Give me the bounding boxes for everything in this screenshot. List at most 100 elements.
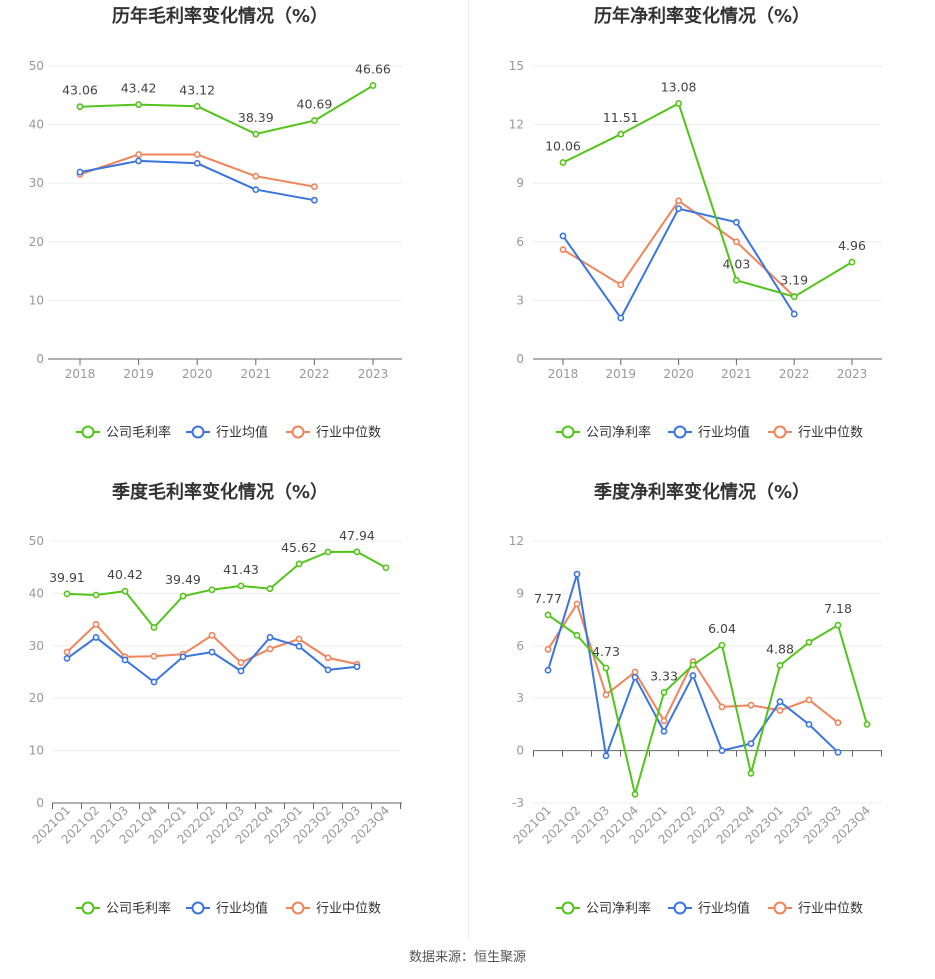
data-point[interactable] [150,678,158,686]
data-point[interactable] [353,548,361,556]
data-point[interactable] [733,238,740,246]
data-point[interactable] [675,197,682,205]
data-point[interactable] [559,159,567,166]
data-point[interactable] [369,82,377,89]
legend-item-avg[interactable]: 行业均值 [186,901,268,917]
data-point[interactable] [776,698,784,706]
data-point[interactable] [617,130,625,138]
data-point[interactable] [863,721,871,728]
data-point[interactable] [675,100,682,107]
data-point[interactable] [631,673,639,681]
data-point[interactable] [121,587,129,595]
data-point[interactable] [310,183,318,191]
data-point[interactable] [237,659,245,666]
data-point[interactable] [834,719,842,727]
data-point[interactable] [776,661,784,669]
data-point[interactable] [675,205,682,212]
data-point[interactable] [689,661,697,669]
data-point[interactable] [718,641,726,649]
data-point[interactable] [602,664,610,672]
data-point[interactable] [252,130,260,138]
data-point[interactable] [208,648,216,656]
data-point[interactable] [179,592,187,600]
data-point[interactable] [747,740,755,748]
data-point[interactable] [310,117,318,124]
data-point[interactable] [689,672,697,679]
data-point[interactable] [790,310,798,318]
data-point[interactable] [660,727,668,735]
data-point[interactable] [121,656,129,664]
data-point[interactable] [834,621,842,629]
data-point[interactable] [237,582,245,590]
data-point[interactable] [573,600,581,608]
data-point[interactable] [660,717,668,725]
data-point[interactable] [573,570,581,578]
data-point[interactable] [660,689,668,696]
legend-item-company[interactable]: 公司净利率 [556,425,651,441]
legend-item-company[interactable]: 公司净利率 [556,901,651,917]
legend-item-median[interactable]: 行业中位数 [286,901,381,917]
data-point[interactable] [208,631,216,639]
data-point[interactable] [63,654,71,662]
data-point[interactable] [193,151,201,158]
data-point[interactable] [602,691,610,699]
data-point[interactable] [790,293,798,301]
data-point[interactable] [92,591,100,599]
data-point[interactable] [718,747,726,754]
data-point[interactable] [382,564,390,572]
data-point[interactable] [848,258,856,266]
data-point[interactable] [63,590,71,598]
data-point[interactable] [135,151,142,158]
data-point[interactable] [179,653,187,661]
data-point[interactable] [295,642,303,650]
legend-item-avg[interactable]: 行业均值 [668,901,750,917]
data-point[interactable] [573,631,581,639]
data-point[interactable] [324,654,332,662]
data-point[interactable] [92,634,100,641]
data-point[interactable] [324,548,332,556]
data-point[interactable] [63,648,71,656]
data-point[interactable] [208,586,216,594]
data-point[interactable] [295,635,303,643]
legend-item-median[interactable]: 行业中位数 [768,901,863,917]
legend-item-company[interactable]: 公司毛利率 [76,425,171,441]
data-point[interactable] [733,218,740,226]
legend-item-median[interactable]: 行业中位数 [768,425,863,441]
data-point[interactable] [805,638,813,646]
data-point[interactable] [135,157,142,165]
data-point[interactable] [544,666,552,674]
data-point[interactable] [252,172,260,180]
data-point[interactable] [193,102,201,110]
data-point[interactable] [310,196,318,204]
data-point[interactable] [76,103,84,111]
data-point[interactable] [617,314,625,322]
data-point[interactable] [76,168,84,176]
data-point[interactable] [747,769,755,777]
data-point[interactable] [266,645,274,653]
data-point[interactable] [324,666,332,674]
data-point[interactable] [805,696,813,704]
data-point[interactable] [559,232,567,240]
data-point[interactable] [805,721,813,728]
data-point[interactable] [718,703,726,711]
data-point[interactable] [747,701,755,709]
data-point[interactable] [252,186,260,194]
data-point[interactable] [237,667,245,675]
data-point[interactable] [559,246,567,254]
data-point[interactable] [544,611,552,619]
legend-item-median[interactable]: 行业中位数 [286,425,381,441]
data-point[interactable] [266,585,274,593]
data-point[interactable] [776,707,784,714]
data-point[interactable] [150,624,158,631]
legend-item-avg[interactable]: 行业均值 [668,425,750,441]
legend-item-company[interactable]: 公司毛利率 [76,901,171,917]
data-point[interactable] [92,620,100,628]
legend-item-avg[interactable]: 行业均值 [186,425,268,441]
data-point[interactable] [266,634,274,641]
data-point[interactable] [150,652,158,660]
data-point[interactable] [631,668,639,676]
data-point[interactable] [353,663,361,671]
data-point[interactable] [295,560,303,568]
data-point[interactable] [834,748,842,756]
data-point[interactable] [602,752,610,760]
